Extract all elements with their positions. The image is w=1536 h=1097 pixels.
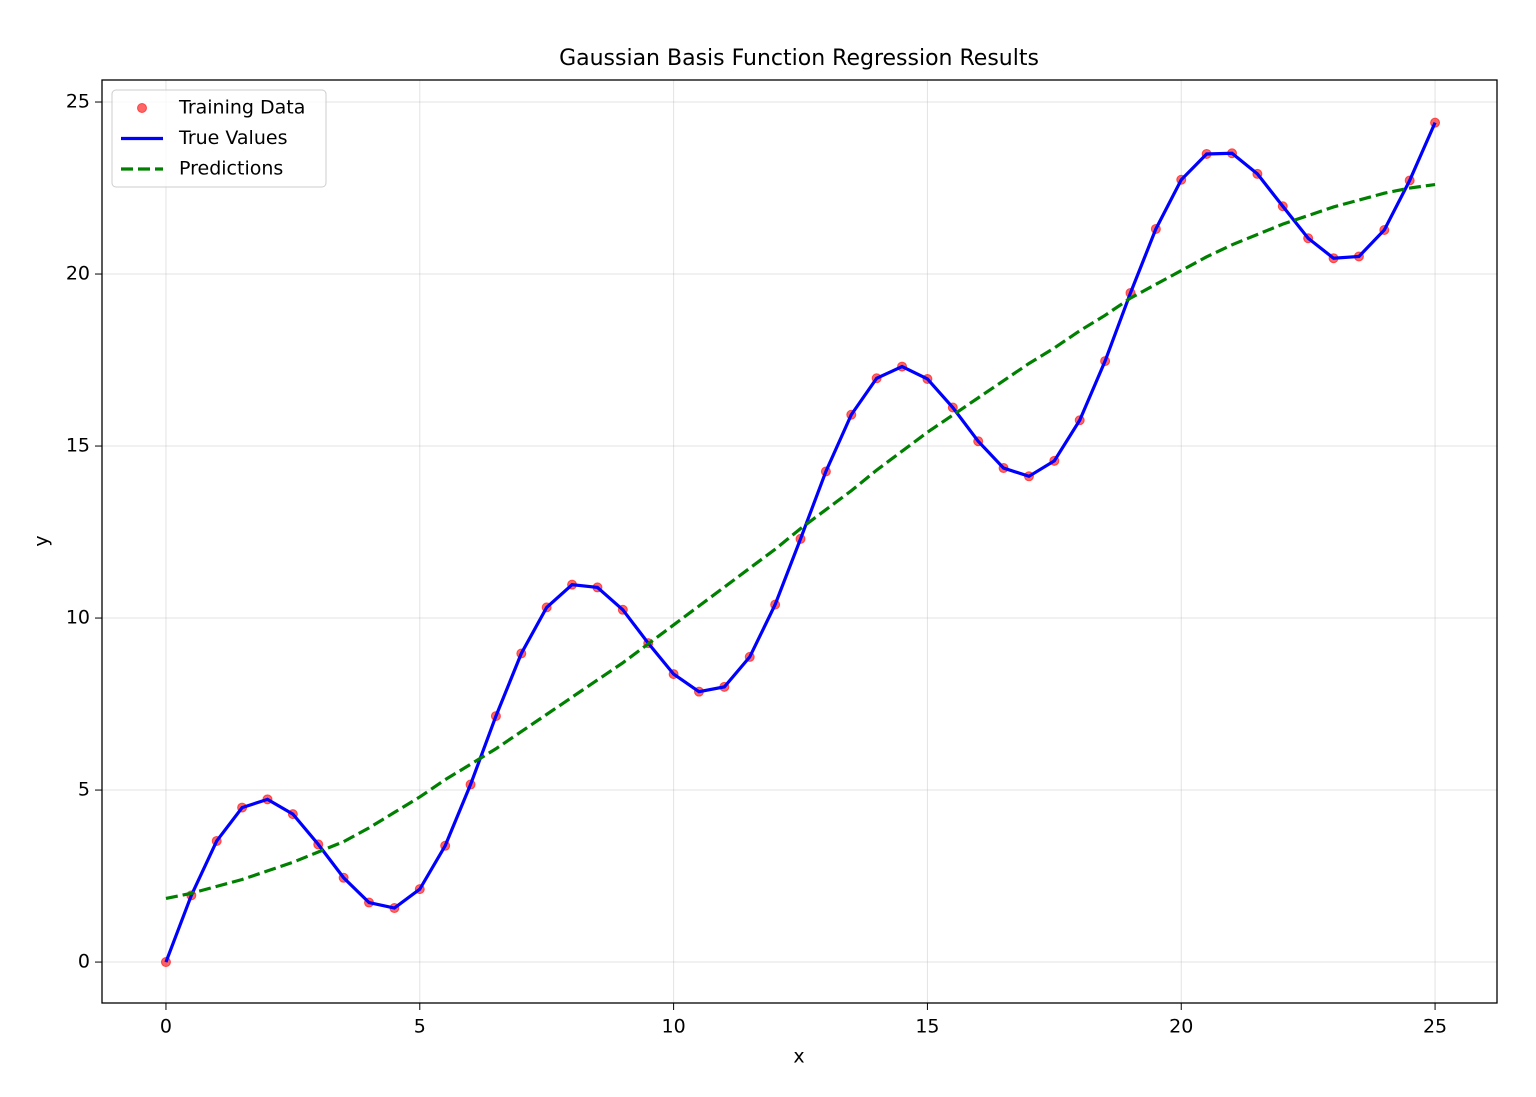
x-tick-label: 15 [915,1016,939,1038]
x-tick-label: 0 [160,1016,172,1038]
legend-box [111,89,327,188]
chart-title: Gaussian Basis Function Regression Resul… [559,46,1039,71]
line [165,182,1436,900]
y-tick-label: 25 [66,91,90,113]
legend-label: True Values [178,127,287,149]
y-tick-label: 20 [66,263,90,285]
line [164,122,1437,963]
x-tick-label: 5 [414,1016,426,1038]
x-tick-label: 10 [662,1016,686,1038]
legend-label: Training Data [178,97,305,119]
y-tick-label: 10 [66,607,90,629]
x-axis-label: x [793,1046,804,1068]
legend-marker [137,103,147,113]
y-axis-label: y [31,535,53,546]
y-tick-label: 0 [78,951,90,973]
legend-label: Predictions [179,158,283,180]
x-tick-label: 20 [1169,1016,1193,1038]
y-tick-label: 5 [78,779,90,801]
x-tick-label: 25 [1423,1016,1447,1038]
y-tick-label: 15 [66,435,90,457]
plot-frame [101,79,1498,1004]
